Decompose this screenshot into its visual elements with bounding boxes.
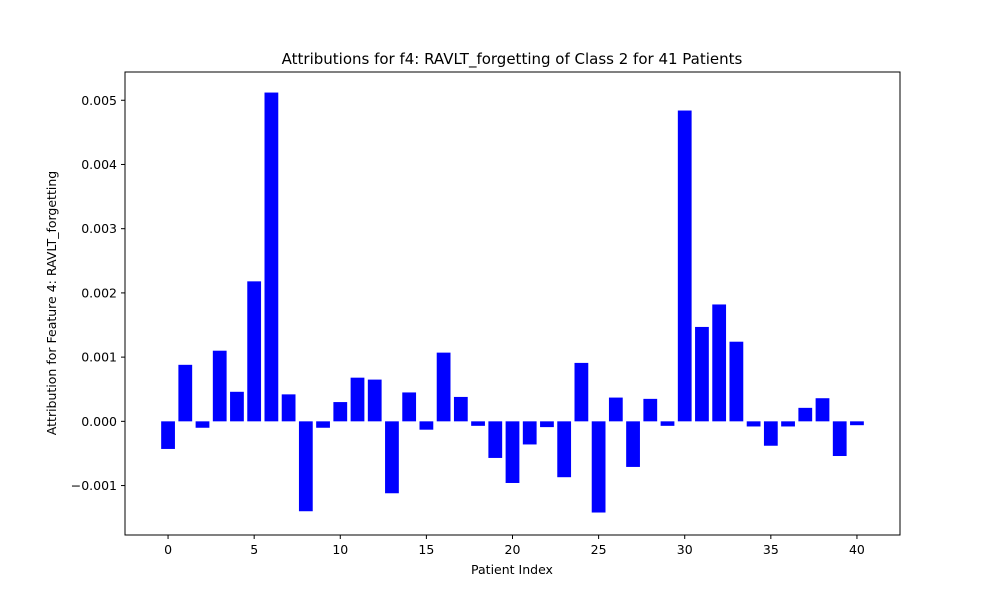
x-tick-label: 30 <box>677 542 693 557</box>
y-tick-label: 0.005 <box>81 93 117 108</box>
bar-patient-21 <box>522 421 537 445</box>
x-axis-label: Patient Index <box>471 562 553 577</box>
bar-patient-18 <box>471 421 485 426</box>
bar-patient-13 <box>385 421 399 494</box>
bar-patient-1 <box>178 364 193 422</box>
y-tick-label: 0.004 <box>81 157 117 172</box>
bar-patient-39 <box>832 421 847 457</box>
x-tick-label: 5 <box>250 542 258 557</box>
bar-patient-23 <box>557 421 572 478</box>
y-axis-ticks: −0.001 0.000 0.001 0.002 0.003 0.004 0.005 <box>71 93 125 493</box>
x-tick-label: 20 <box>505 542 521 557</box>
bar-patient-29 <box>660 421 675 426</box>
bar-patient-28 <box>643 398 658 422</box>
bar-patient-33 <box>729 341 744 422</box>
bar-patient-16 <box>436 352 451 422</box>
bar-patient-37 <box>798 407 813 422</box>
y-tick-label: 0.001 <box>81 350 117 365</box>
bar-patient-22 <box>540 421 554 428</box>
bar-patient-19 <box>488 421 503 458</box>
bar-patient-12 <box>367 379 382 422</box>
y-tick-label: 0.002 <box>81 285 117 300</box>
bar-patient-7 <box>281 394 296 422</box>
bar-patient-40 <box>850 421 864 426</box>
bar-patient-27 <box>626 421 640 467</box>
bar-patient-8 <box>298 421 313 512</box>
bar-patient-30 <box>677 110 692 422</box>
bar-patient-0 <box>161 421 175 449</box>
x-tick-label: 40 <box>849 542 865 557</box>
bar-patient-6 <box>264 92 279 422</box>
x-tick-label: 10 <box>332 542 348 557</box>
y-axis-label: Attribution for Feature 4: RAVLT_forgett… <box>44 171 59 435</box>
bar-patient-34 <box>746 421 761 427</box>
plot-frame <box>124 71 901 536</box>
x-tick-label: 35 <box>763 542 779 557</box>
bar-patient-25 <box>591 421 606 513</box>
x-axis-ticks: 0 5 10 15 20 25 30 35 40 <box>164 535 865 557</box>
chart-title: Attributions for f4: RAVLT_forgetting of… <box>282 50 743 69</box>
bar-patient-4 <box>230 391 244 422</box>
bar-patient-31 <box>695 326 709 422</box>
bar-patient-14 <box>402 392 417 422</box>
x-tick-label: 0 <box>164 542 172 557</box>
x-tick-label: 25 <box>591 542 607 557</box>
bars-group <box>161 92 864 513</box>
bar-patient-17 <box>453 396 468 422</box>
bar-patient-20 <box>505 421 520 483</box>
bar-patient-35 <box>763 421 778 446</box>
bar-patient-2 <box>195 421 210 428</box>
y-tick-label: 0.003 <box>81 221 117 236</box>
bar-patient-10 <box>333 402 348 422</box>
bar-patient-32 <box>712 304 727 422</box>
bar-patient-9 <box>316 421 330 428</box>
bar-patient-38 <box>815 398 830 422</box>
bar-patient-24 <box>574 362 589 422</box>
x-tick-label: 15 <box>418 542 434 557</box>
bar-patient-5 <box>247 281 262 422</box>
y-tick-label: 0.000 <box>81 414 117 429</box>
bar-patient-26 <box>608 397 623 422</box>
y-tick-label: −0.001 <box>71 478 117 493</box>
bar-patient-3 <box>212 350 227 422</box>
bar-patient-15 <box>419 421 434 430</box>
bar-patient-11 <box>350 377 365 422</box>
bar-patient-36 <box>781 421 795 427</box>
